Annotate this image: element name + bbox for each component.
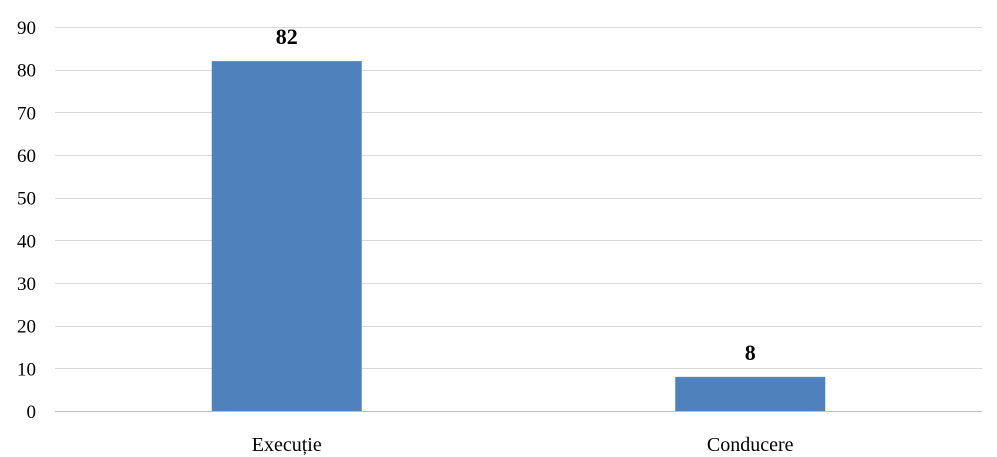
x-category-label: Conducere	[707, 434, 794, 456]
data-label: 8	[745, 340, 756, 365]
y-tick-label: 10	[17, 359, 36, 380]
bar	[211, 61, 362, 412]
y-tick-label: 70	[17, 103, 36, 124]
y-tick-label: 80	[17, 61, 36, 82]
x-category-label: Execuție	[252, 434, 322, 456]
y-tick-label: 50	[17, 189, 36, 210]
x-axis-category-labels: Execuție Conducere	[252, 434, 794, 456]
y-axis-tick-labels: 0 10 20 30 40 50 60 70 80 90	[17, 18, 36, 423]
bars	[211, 61, 826, 412]
y-tick-label: 40	[17, 231, 36, 252]
gridlines	[55, 27, 982, 412]
y-tick-label: 20	[17, 317, 36, 338]
data-labels: 82 8	[276, 24, 756, 365]
y-tick-label: 0	[27, 402, 37, 423]
bar	[675, 376, 826, 411]
y-tick-label: 90	[17, 18, 36, 39]
data-label: 82	[276, 24, 298, 49]
y-tick-label: 60	[17, 146, 36, 167]
y-tick-label: 30	[17, 274, 36, 295]
